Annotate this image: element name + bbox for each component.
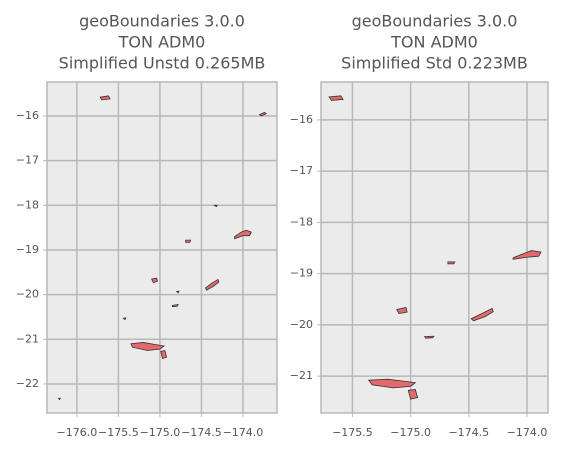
island — [205, 278, 220, 291]
y-tick-label: −20 — [16, 288, 39, 301]
island — [122, 317, 127, 321]
x-tick-label: −175.5 — [98, 426, 139, 439]
island — [160, 349, 168, 360]
island — [367, 378, 417, 389]
island — [396, 306, 408, 315]
subplot-title: geoBoundaries 3.0.0 — [79, 12, 245, 31]
y-tick-label: −20 — [290, 318, 313, 331]
x-tick-label: −175.5 — [332, 426, 373, 439]
island — [407, 388, 419, 400]
island — [171, 303, 179, 308]
x-tick-label: −174.0 — [223, 426, 264, 439]
island — [99, 95, 111, 101]
x-tick-label: −175.0 — [390, 426, 431, 439]
island — [130, 342, 166, 351]
y-tick-label: −17 — [290, 164, 313, 177]
x-tick-label: −174.5 — [181, 426, 222, 439]
island — [470, 307, 494, 322]
y-tick-label: −22 — [16, 377, 39, 390]
x-tick-label: −174.0 — [507, 426, 548, 439]
y-tick-label: −18 — [290, 215, 313, 228]
island — [185, 239, 192, 243]
island — [258, 111, 267, 117]
y-tick-label: −19 — [290, 267, 313, 280]
island — [213, 204, 218, 208]
y-tick-label: −16 — [290, 113, 313, 126]
y-tick-label: −21 — [290, 369, 313, 382]
island — [512, 250, 542, 260]
x-tick-label: −174.5 — [448, 426, 489, 439]
island — [57, 397, 62, 401]
island — [447, 261, 456, 265]
y-tick-label: −21 — [16, 332, 39, 345]
x-tick-label: −176.0 — [57, 426, 98, 439]
subplot-title: TON ADM0 — [390, 33, 478, 52]
subplot-title: geoBoundaries 3.0.0 — [352, 12, 518, 31]
subplot-title: Simplified Std 0.223MB — [341, 54, 528, 73]
subplot-title: TON ADM0 — [118, 33, 206, 52]
y-tick-label: −19 — [16, 243, 39, 256]
y-tick-label: −17 — [16, 154, 39, 167]
y-tick-label: −16 — [16, 109, 39, 122]
island — [328, 95, 344, 101]
plot-area — [320, 81, 549, 414]
x-tick-label: −175.0 — [140, 426, 181, 439]
island — [423, 335, 435, 339]
island — [175, 290, 180, 294]
y-tick-label: −18 — [16, 198, 39, 211]
subplot-title: Simplified Unstd 0.265MB — [59, 54, 266, 73]
island — [234, 229, 252, 240]
island — [151, 277, 158, 284]
